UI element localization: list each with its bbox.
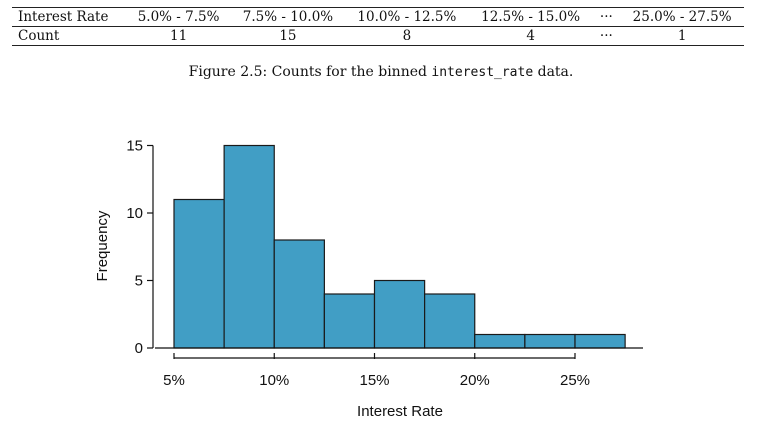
histogram-axes: 0 5 10 15 5% 10% 15% 20% 25% [126, 138, 643, 389]
histogram-bar [223, 144, 275, 349]
count-cell: 15 [230, 26, 346, 46]
count-cell-ellipsis: ··· [592, 26, 621, 46]
table-row-count: Count 11 15 8 4 ··· 1 [12, 26, 744, 46]
bin-cell: 25.0% - 27.5% [620, 7, 744, 27]
x-tick-label: 25% [560, 372, 590, 389]
histogram-bar [424, 293, 476, 349]
count-cell: 11 [126, 26, 231, 46]
bins-table-container: Interest Rate 5.0% - 7.5% 7.5% - 10.0% 1… [12, 7, 744, 46]
row-header-count: Count [12, 26, 127, 46]
y-tick-label: 15 [126, 138, 143, 155]
count-cell: 8 [345, 26, 469, 46]
bin-cell: 10.0% - 12.5% [345, 7, 469, 27]
histogram-bar [474, 333, 526, 349]
row-header-interest-rate: Interest Rate [12, 7, 127, 27]
y-tick-label: 10 [126, 205, 143, 222]
binned-counts-table: Interest Rate 5.0% - 7.5% 7.5% - 10.0% 1… [12, 7, 744, 46]
y-tick-label: 0 [135, 340, 143, 357]
x-tick-label: 15% [359, 372, 389, 389]
histogram-bar [273, 239, 325, 349]
caption-suffix: data. [533, 64, 574, 80]
caption-prefix: Figure 2.5: Counts for the binned [188, 64, 432, 80]
count-cell: 4 [468, 26, 593, 46]
histogram-bar [524, 333, 576, 349]
count-cell: 1 [620, 26, 744, 46]
y-axis-label: Frequency [94, 210, 111, 281]
histogram-bar [173, 198, 225, 349]
bin-cell: 12.5% - 15.0% [468, 7, 593, 27]
histogram-bars [173, 144, 626, 349]
bin-cell: 5.0% - 7.5% [126, 7, 231, 27]
x-tick-label: 5% [163, 372, 185, 389]
y-tick-label: 5 [135, 273, 143, 290]
figure-caption: Figure 2.5: Counts for the binned intere… [0, 64, 762, 80]
x-axis-label: Interest Rate [357, 403, 443, 420]
x-tick-label: 10% [259, 372, 289, 389]
bin-cell: 7.5% - 10.0% [230, 7, 346, 27]
histogram-bar [373, 279, 426, 349]
table-row-interest-rate: Interest Rate 5.0% - 7.5% 7.5% - 10.0% 1… [12, 7, 744, 27]
caption-code: interest_rate [431, 65, 534, 80]
histogram-bar [323, 293, 376, 349]
x-tick-label: 20% [460, 372, 490, 389]
histogram-bar [574, 333, 626, 349]
bin-cell-ellipsis: ··· [592, 7, 621, 27]
